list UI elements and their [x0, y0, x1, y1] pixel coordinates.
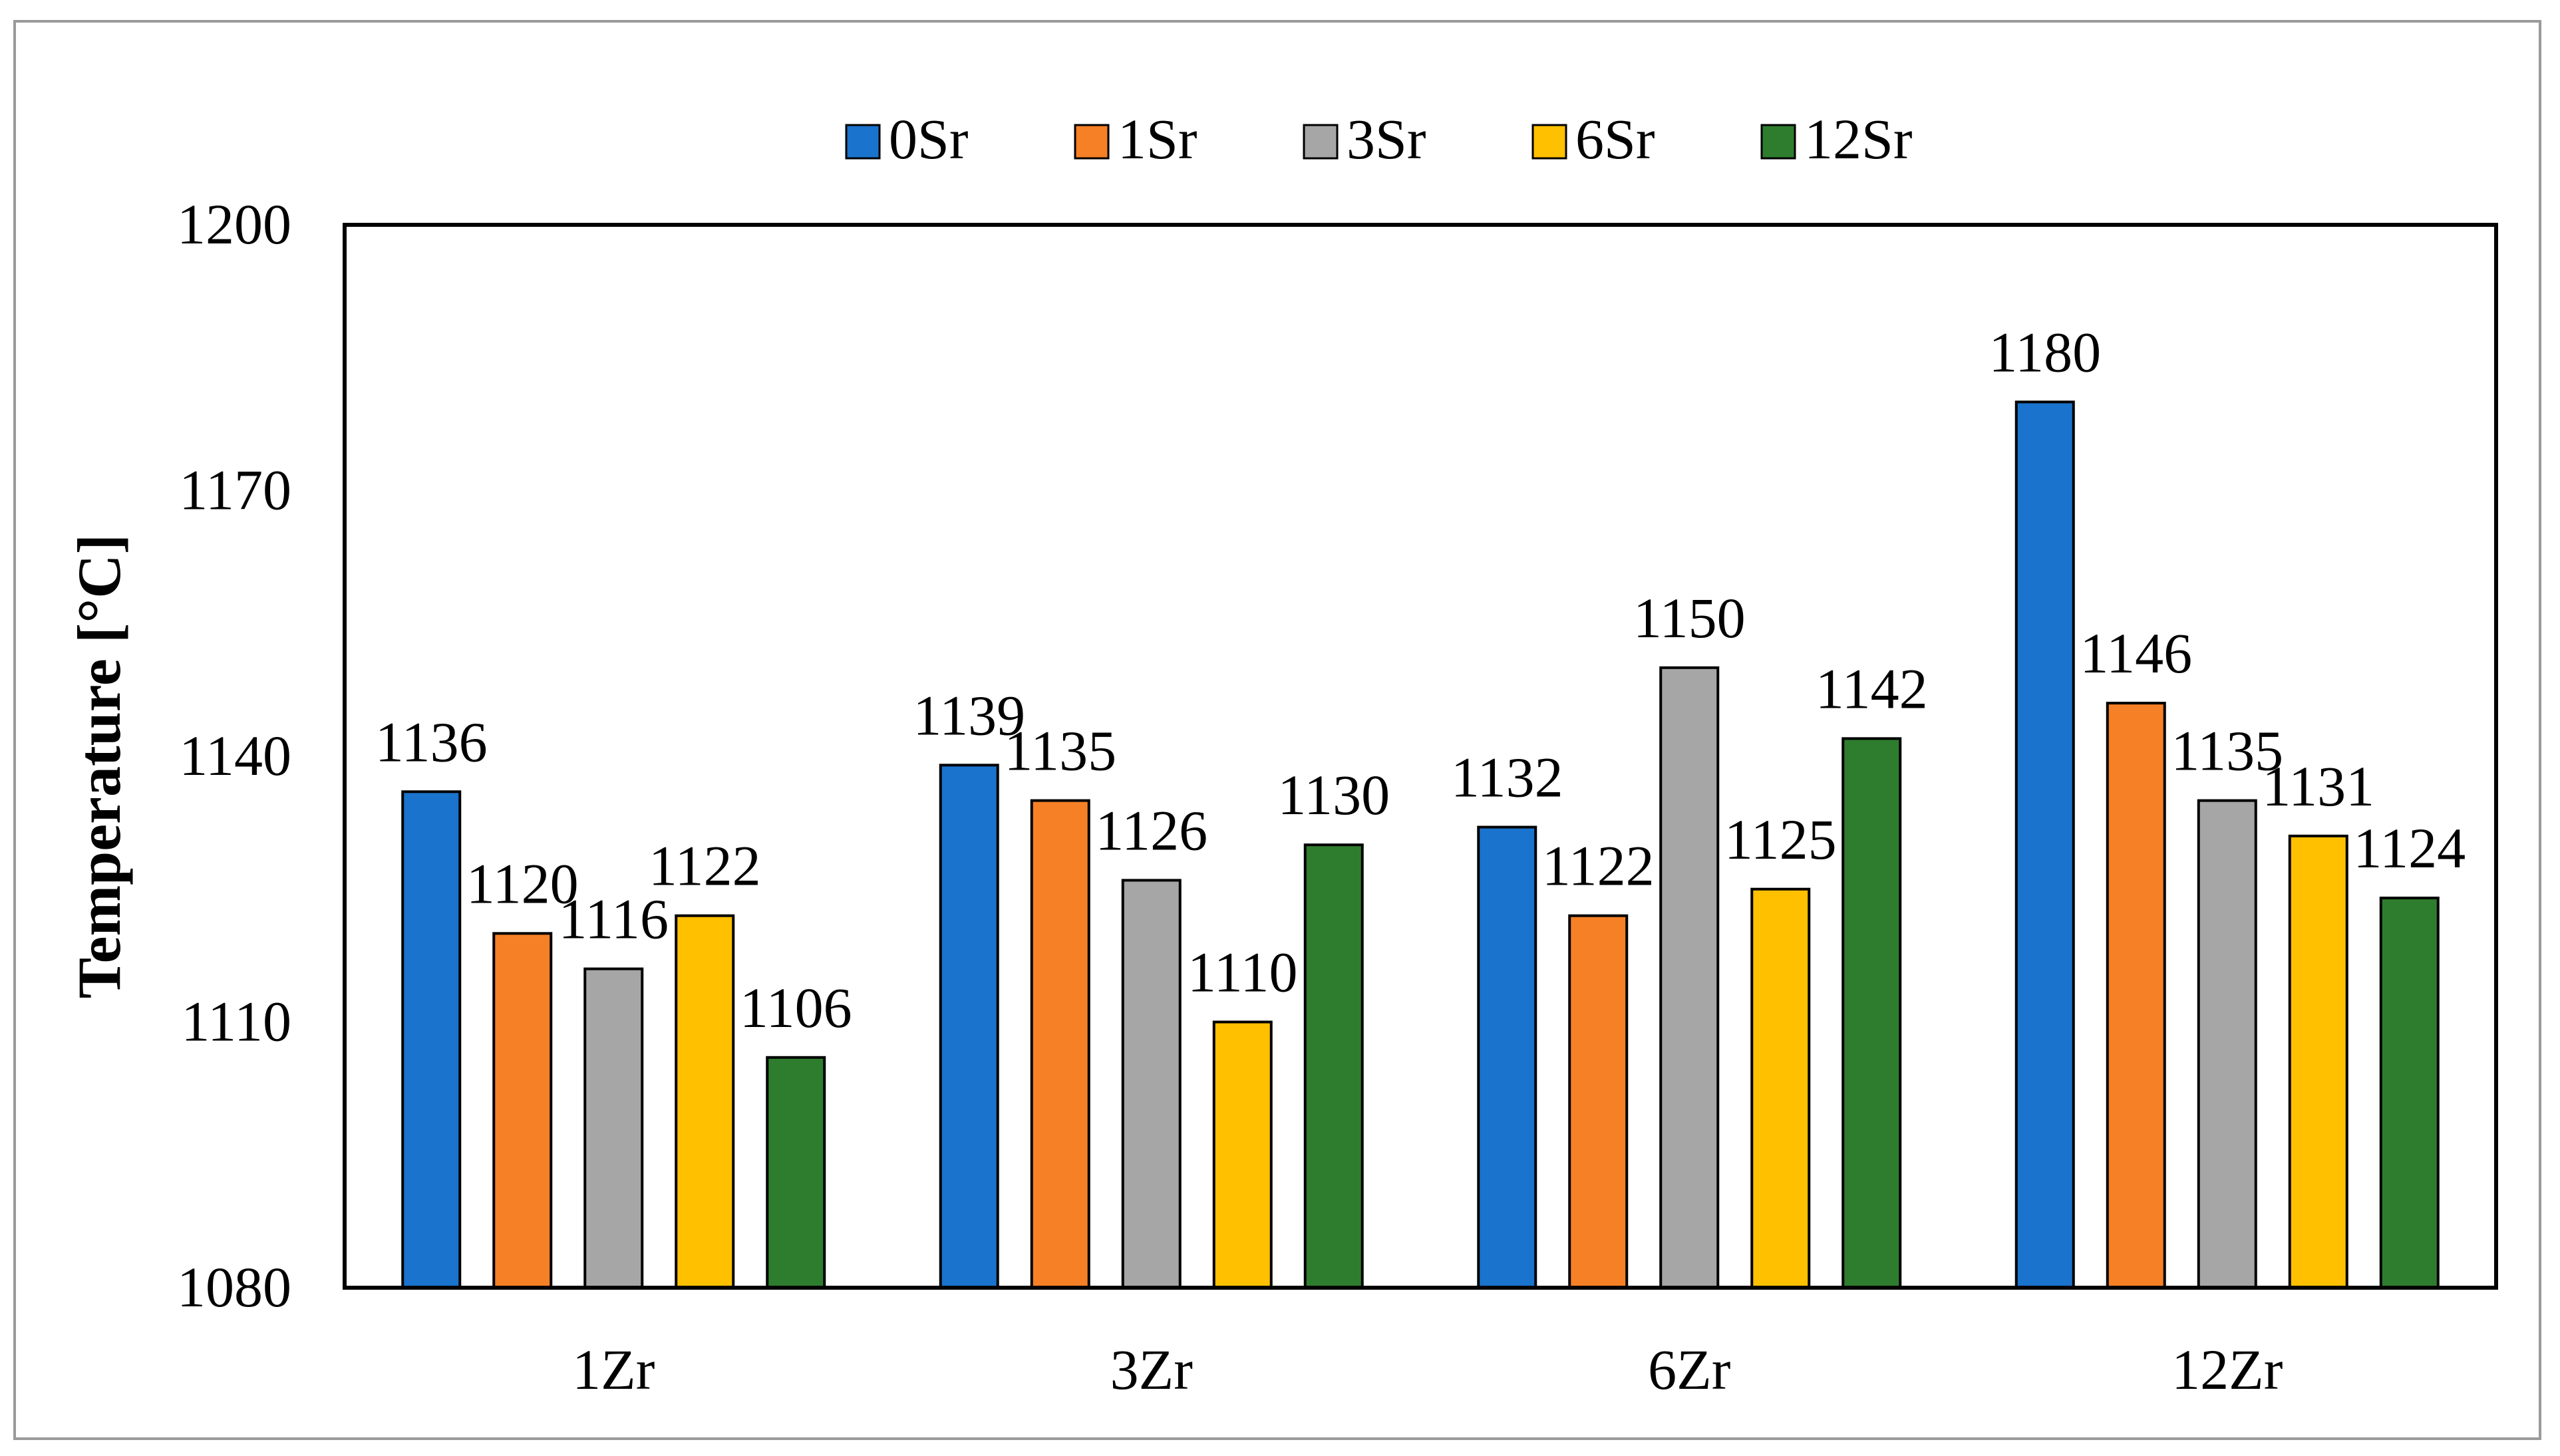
data-label: 1116	[558, 887, 669, 951]
data-label: 1136	[375, 710, 488, 774]
data-label: 1122	[649, 834, 761, 898]
legend-swatch-0sr	[845, 124, 881, 160]
bar-6zr-12sr	[1841, 737, 1902, 1290]
legend-label: 0Sr	[889, 107, 968, 171]
data-label: 1139	[913, 683, 1025, 747]
legend-swatch-1sr	[1074, 124, 1110, 160]
data-label: 1135	[1004, 719, 1116, 783]
legend-swatch-6sr	[1531, 124, 1567, 160]
data-label: 1106	[740, 976, 852, 1040]
legend-label: 3Sr	[1347, 107, 1426, 171]
y-axis-ticks: 1080 1110 1140 1170 1200	[177, 192, 291, 1319]
bar-6zr-0sr	[1477, 825, 1537, 1289]
bar-12zr-0sr	[2014, 400, 2075, 1289]
bar-12zr-12sr	[2379, 897, 2440, 1289]
bar-1zr-1sr	[492, 932, 553, 1290]
data-label: 1120	[466, 851, 579, 915]
category-label: 1Zr	[572, 1338, 655, 1401]
bar-1zr-12sr	[766, 1056, 826, 1290]
data-label: 1132	[1451, 746, 1563, 809]
y-axis-title: Temperature [°C]	[65, 534, 133, 999]
bar-1zr-3sr	[583, 967, 644, 1289]
category-labels: 1Zr 3Zr 6Zr 12Zr	[572, 1338, 2283, 1401]
bar-12zr-1sr	[2106, 702, 2166, 1289]
bars	[401, 400, 2440, 1290]
data-label: 1126	[1095, 798, 1207, 862]
category-label: 12Zr	[2171, 1338, 2283, 1401]
data-label: 1146	[2080, 621, 2192, 685]
bar-12zr-3sr	[2197, 799, 2257, 1290]
legend-label: 6Sr	[1575, 107, 1655, 171]
bar-3zr-6sr	[1212, 1020, 1273, 1289]
bar-3zr-1sr	[1030, 799, 1090, 1290]
plot-area	[343, 223, 2498, 1290]
bar-6zr-6sr	[1750, 887, 1811, 1289]
y-tick-label: 1080	[177, 1255, 291, 1319]
y-tick-label: 1170	[179, 458, 291, 522]
legend-label: 12Sr	[1804, 107, 1912, 171]
bar-1zr-0sr	[401, 790, 462, 1290]
data-label: 1142	[1816, 656, 1928, 720]
data-label: 1131	[2262, 754, 2374, 818]
bar-3zr-0sr	[939, 764, 999, 1289]
bar-1zr-6sr	[675, 914, 735, 1289]
legend: 0Sr 1Sr 3Sr 6Sr 12Sr	[845, 107, 1912, 171]
data-label: 1110	[1188, 941, 1298, 1004]
y-tick-label: 1200	[177, 192, 291, 256]
data-label: 1150	[1633, 586, 1746, 650]
data-label: 1124	[2353, 816, 2466, 880]
legend-swatch-3sr	[1303, 124, 1339, 160]
bar-6zr-1sr	[1568, 914, 1629, 1289]
data-labels: 1136112011161122110611391135112611101130…	[375, 320, 2466, 1039]
legend-label: 1Sr	[1118, 107, 1197, 171]
data-label: 1130	[1277, 763, 1390, 827]
data-label: 1125	[1724, 807, 1837, 871]
category-label: 6Zr	[1648, 1338, 1730, 1401]
legend-swatch-12sr	[1760, 124, 1796, 160]
data-label: 1135	[2171, 719, 2283, 783]
category-label: 3Zr	[1110, 1338, 1193, 1401]
bar-3zr-12sr	[1303, 843, 1364, 1289]
bar-12zr-6sr	[2288, 834, 2348, 1289]
bar-6zr-3sr	[1659, 666, 1720, 1289]
data-label: 1122	[1542, 834, 1655, 898]
y-tick-label: 1110	[181, 990, 291, 1054]
y-tick-label: 1140	[179, 724, 291, 788]
bar-3zr-3sr	[1121, 879, 1182, 1289]
data-label: 1180	[1989, 320, 2101, 384]
